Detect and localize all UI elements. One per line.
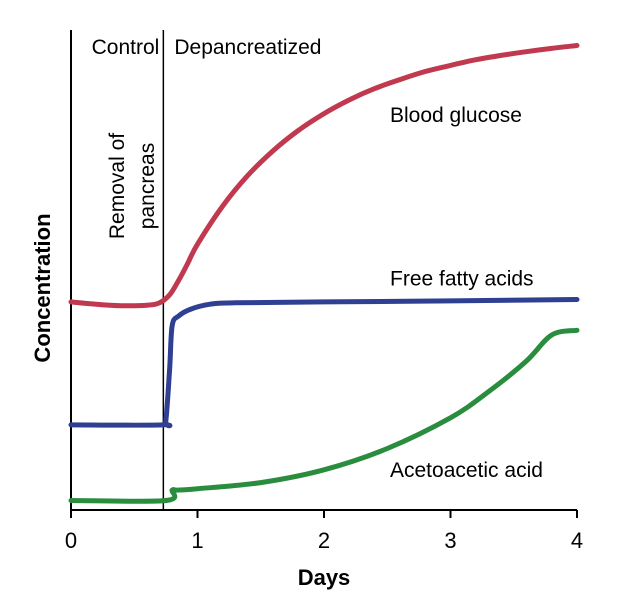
series-line-free-fatty-acids xyxy=(68,297,580,429)
series-line-blood-glucose xyxy=(68,43,580,309)
removal-label-line1: Removal of xyxy=(106,133,129,239)
x-tick-label: 1 xyxy=(191,528,203,553)
chart-axes: 0 1 2 3 4 xyxy=(65,30,583,553)
depancreatized-region-label: Depancreatized xyxy=(174,36,321,59)
chart-series xyxy=(68,43,580,504)
removal-label-line2: pancreas xyxy=(136,143,159,229)
control-region-label: Control xyxy=(92,36,160,59)
x-tick-label: 4 xyxy=(571,528,583,553)
series-line-acetoacetic-acid xyxy=(68,327,580,504)
x-tick-label: 0 xyxy=(65,528,77,553)
series-label-blood-glucose: Blood glucose xyxy=(390,104,522,127)
x-tick-label: 3 xyxy=(444,528,456,553)
chart-labels: Days Concentration Control Depancreatized Re… xyxy=(30,36,543,590)
series-label-acetoacetic-acid: Acetoacetic acid xyxy=(390,459,543,482)
x-tick-label: 2 xyxy=(318,528,330,553)
x-axis-title: Days xyxy=(298,565,351,590)
y-axis-title: Concentration xyxy=(30,213,55,362)
series-label-free-fatty-acids: Free fatty acids xyxy=(390,267,534,290)
